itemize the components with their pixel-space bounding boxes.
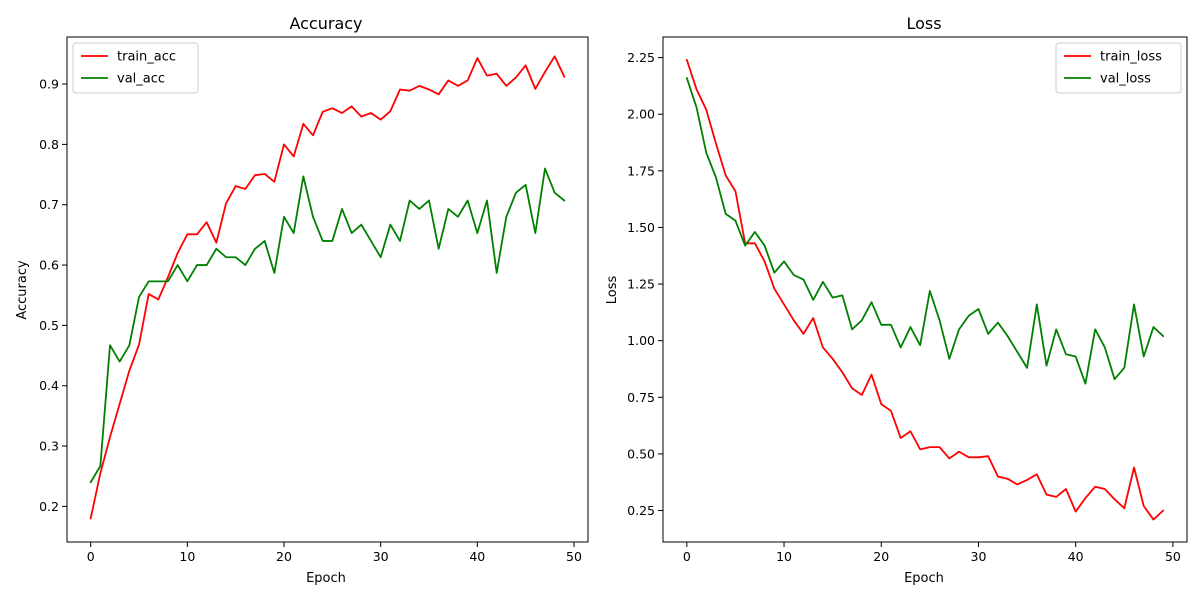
loss-ytick-label: 1.25 [627,277,655,292]
accuracy-xtick-label: 50 [566,549,582,564]
loss-legend-label: val_loss [1100,72,1151,87]
accuracy-panel: Accuracy Epoch Accuracy 0 10 20 30 40 50 0.2 0.… [15,14,589,586]
loss-series-val-loss [685,77,1165,385]
loss-xtick-label: 20 [873,549,889,564]
loss-xtick-label: 40 [1068,549,1084,564]
accuracy-ytick-label: 0.7 [39,197,59,212]
accuracy-legend-label: val_acc [117,72,165,87]
accuracy-ytick-label: 0.4 [39,378,59,393]
accuracy-xtick-label: 20 [276,549,292,564]
loss-ytick-label: 1.50 [627,220,655,235]
accuracy-xtick-label: 30 [373,549,389,564]
accuracy-y-label: Accuracy [15,260,30,320]
loss-marks: 0 10 20 30 40 50 0.25 0.50 0.75 1.00 1.25 1.50 1.75 2… [627,50,1181,564]
accuracy-xtick-label: 40 [469,549,485,564]
accuracy-xtick-label: 10 [179,549,195,564]
accuracy-ytick-label: 0.9 [39,77,59,92]
accuracy-series-val-acc [89,167,566,484]
accuracy-axes-frame [66,36,589,543]
loss-xtick-label: 10 [776,549,792,564]
loss-x-label: Epoch [904,571,944,586]
accuracy-ytick-label: 0.8 [39,137,59,152]
loss-ytick-label: 2.25 [627,50,655,65]
accuracy-ytick-label: 0.6 [39,258,59,273]
loss-ytick-label: 2.00 [627,107,655,122]
loss-ytick-label: 0.25 [627,503,655,518]
loss-panel: Loss Epoch Loss 0 10 20 30 40 50 0.25 0.50 0.75 1… [605,14,1188,586]
accuracy-series-train-acc [89,55,566,520]
accuracy-x-label: Epoch [306,571,346,586]
loss-series-train-loss [685,58,1165,521]
accuracy-marks: 0 10 20 30 40 50 0.2 0.3 0.4 0.5 0.6 0.7 0.8 0.9 [39,55,582,564]
loss-ytick-label: 1.00 [627,333,655,348]
loss-xtick-label: 0 [683,549,691,564]
loss-y-label: Loss [605,276,620,305]
accuracy-ytick-label: 0.5 [39,318,59,333]
loss-ytick-label: 1.75 [627,163,655,178]
loss-legend: train_loss val_loss [1055,42,1182,94]
loss-title: Loss [906,14,941,33]
loss-ytick-label: 0.75 [627,390,655,405]
accuracy-legend-label: train_acc [117,50,176,65]
accuracy-ytick-label: 0.2 [39,499,59,514]
loss-legend-label: train_loss [1100,50,1162,65]
loss-xtick-label: 50 [1165,549,1181,564]
accuracy-legend: train_acc val_acc [72,42,199,94]
accuracy-title: Accuracy [289,14,362,33]
loss-ytick-label: 0.50 [627,446,655,461]
accuracy-ytick-label: 0.3 [39,439,59,454]
loss-axes-frame [662,36,1188,543]
accuracy-xtick-label: 0 [87,549,95,564]
loss-xtick-label: 30 [971,549,987,564]
